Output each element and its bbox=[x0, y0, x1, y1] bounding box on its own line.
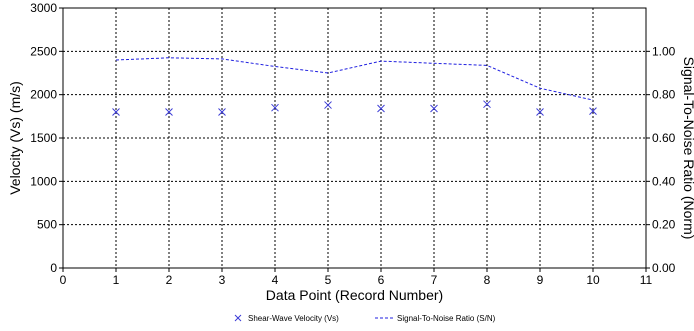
vs-data-point bbox=[536, 108, 544, 116]
y2-tick-label: 0.00 bbox=[652, 261, 676, 275]
vs-data-point bbox=[112, 108, 120, 116]
y2-tick-label: 0.80 bbox=[652, 88, 676, 102]
y2-tick-label: 0.40 bbox=[652, 174, 676, 188]
vs-marker-stroke bbox=[536, 108, 544, 116]
x-tick-label: 2 bbox=[166, 273, 173, 287]
vs-marker-stroke bbox=[112, 108, 120, 116]
y-tick-label: 500 bbox=[37, 218, 57, 232]
x-tick-label: 6 bbox=[378, 273, 385, 287]
vs-marker-stroke bbox=[589, 107, 597, 115]
y-tick-label: 3000 bbox=[30, 1, 57, 15]
vs-marker-stroke bbox=[430, 104, 438, 113]
x-tick-label: 11 bbox=[640, 273, 653, 287]
y-tick-label: 2000 bbox=[30, 88, 57, 102]
vs-marker-stroke bbox=[324, 101, 332, 109]
grid-lines bbox=[63, 8, 646, 268]
y-axis-label: Velocity (Vs) (m/s) bbox=[7, 81, 23, 195]
x-tick-label: 10 bbox=[586, 273, 600, 287]
legend-item-vs: Shear-Wave Velocity (Vs) bbox=[234, 314, 339, 323]
legend-item-snr: Signal-To-Noise Ratio (S/N) bbox=[375, 314, 496, 323]
y2-tick-label: 1.00 bbox=[652, 44, 676, 58]
snr-line bbox=[115, 57, 594, 101]
legend: Shear-Wave Velocity (Vs) Signal-To-Noise … bbox=[234, 314, 496, 323]
x-tick-label: 8 bbox=[484, 273, 491, 287]
y-tick-label: 1500 bbox=[30, 131, 57, 145]
axes bbox=[59, 7, 650, 272]
legend-marker-vs bbox=[234, 314, 242, 322]
vs-data-point bbox=[165, 108, 173, 116]
x-tick-label: 3 bbox=[219, 273, 226, 287]
y-tick-label: 1000 bbox=[30, 174, 57, 188]
x-tick-label: 7 bbox=[431, 273, 438, 287]
series bbox=[112, 57, 597, 116]
vs-data-point bbox=[483, 100, 491, 109]
x-tick-label: 9 bbox=[537, 273, 544, 287]
y2-tick-label: 0.20 bbox=[652, 218, 676, 232]
x-tick-label: 5 bbox=[325, 273, 332, 287]
y2-axis-label: Signal-To-Noise Ratio (Norm) bbox=[681, 57, 694, 240]
vs-marker-stroke bbox=[165, 108, 173, 116]
vs-marker-stroke bbox=[271, 103, 279, 112]
vs-data-point bbox=[218, 108, 226, 116]
vs-marker-stroke bbox=[377, 104, 385, 113]
x-tick-label: 4 bbox=[272, 273, 279, 287]
vs-marker-stroke bbox=[483, 100, 491, 109]
vs-data-point bbox=[271, 103, 279, 112]
plot-frame bbox=[62, 7, 647, 269]
x-axis-label: Data Point (Record Number) bbox=[266, 287, 443, 303]
vs-data-point bbox=[430, 104, 438, 113]
x-tick-label: 1 bbox=[113, 273, 120, 287]
legend-label-vs: Shear-Wave Velocity (Vs) bbox=[248, 314, 339, 323]
legend-label-snr: Signal-To-Noise Ratio (S/N) bbox=[397, 314, 496, 323]
vs-data-point bbox=[324, 101, 332, 109]
x-tick-label: 0 bbox=[60, 273, 67, 287]
y-tick-label: 0 bbox=[50, 261, 57, 275]
vs-data-point bbox=[377, 104, 385, 113]
y-tick-label: 2500 bbox=[30, 44, 57, 58]
y2-tick-label: 0.60 bbox=[652, 131, 676, 145]
vs-marker-stroke bbox=[218, 108, 226, 116]
labels: 0 1 2 3 4 5 6 7 8 9 10 11 0 500 1000 1500 2000 2500 3000 0.… bbox=[7, 1, 694, 303]
vs-data-point bbox=[589, 107, 597, 115]
